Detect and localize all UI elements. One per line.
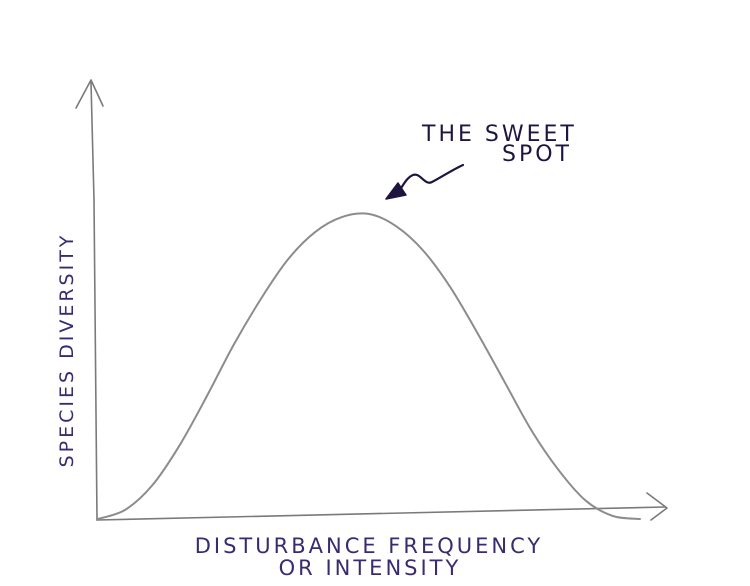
x-axis-label-line-1: DISTURBANCE FREQUENCY	[195, 534, 544, 558]
y-axis-label: SPECIES DIVERSITY	[56, 233, 78, 468]
y-axis-arrowhead	[75, 79, 104, 109]
annotation-line-1: THE SWEET	[421, 122, 577, 147]
annotation-line-2: SPOT	[502, 142, 572, 167]
x-axis-arrowhead	[646, 492, 668, 521]
diversity-curve	[97, 212, 641, 520]
sweet-spot-arrow-shaft	[397, 163, 465, 193]
x-axis-label-line-2: OR INTENSITY	[279, 556, 462, 580]
x-axis-line	[96, 506, 666, 521]
y-axis-line	[90, 81, 98, 521]
sweet-spot-arrowhead	[385, 182, 407, 200]
